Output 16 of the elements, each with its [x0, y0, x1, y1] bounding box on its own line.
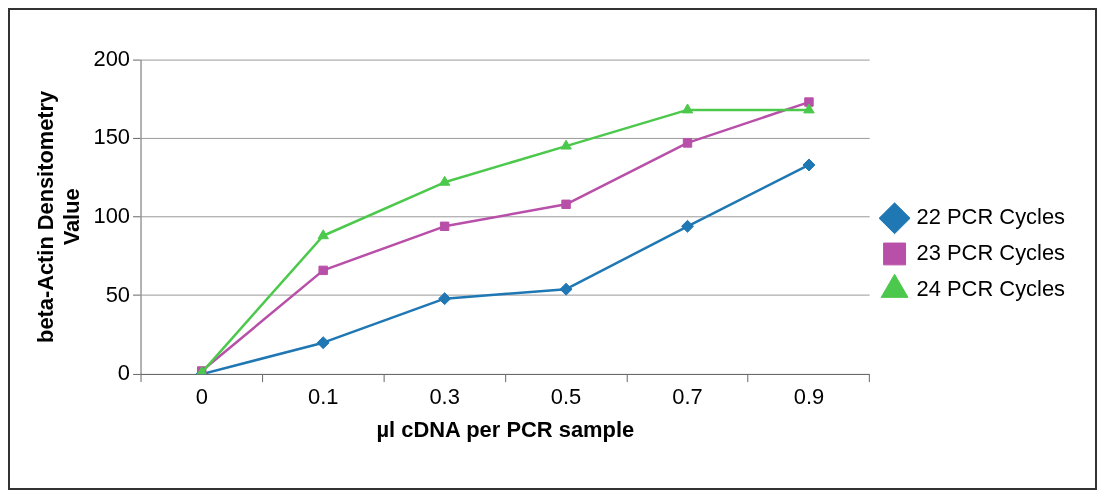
y-tick-label: 50 [105, 281, 131, 307]
x-tick-label: 0.5 [550, 384, 582, 410]
legend-label: 22 PCR Cycles [916, 204, 1066, 230]
y-tick-label: 100 [93, 202, 131, 228]
x-tick-label: 0.7 [672, 384, 703, 410]
y-tick-label: 200 [93, 45, 131, 71]
x-tick-label: 0.1 [307, 384, 339, 410]
legend-label: 23 PCR Cycles [916, 240, 1066, 265]
x-axis-title: µl cDNA per PCR sample [376, 417, 635, 443]
legend-label: 24 PCR Cycles [916, 275, 1066, 301]
y-tick-label: 0 [117, 360, 131, 386]
y-tick-label: 150 [93, 124, 131, 150]
y-axis-title: beta-Actin Densitometry Value [33, 90, 85, 343]
x-tick-label: 0.9 [793, 384, 825, 410]
x-tick-label: 0.3 [429, 384, 460, 410]
x-tick-label: 0 [195, 384, 208, 410]
